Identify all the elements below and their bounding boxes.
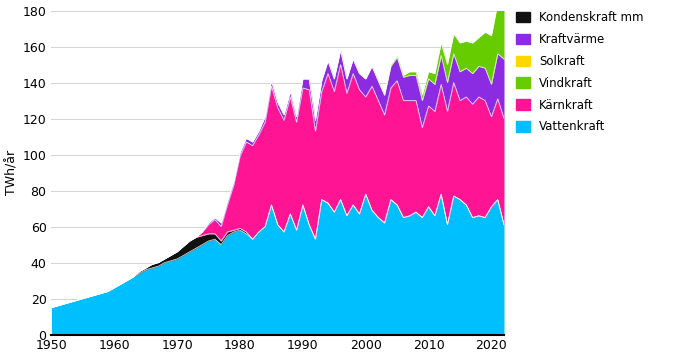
Y-axis label: TWh/år: TWh/år xyxy=(6,150,19,195)
Legend: Kondenskraft mm, Kraftvärme, Solkraft, Vindkraft, Kärnkraft, Vattenkraft: Kondenskraft mm, Kraftvärme, Solkraft, V… xyxy=(514,10,645,135)
